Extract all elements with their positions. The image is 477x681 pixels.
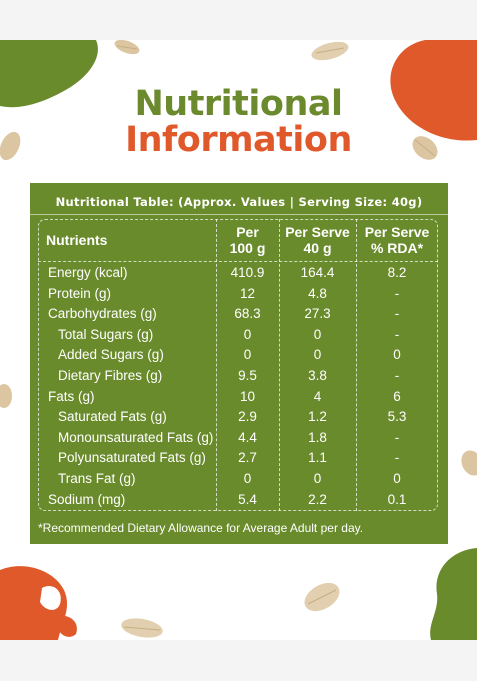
value-rda: 0 [393,471,401,486]
value-per-100g: 12 [239,285,256,301]
col-header-per-serve-l1: Per Serve [285,224,350,240]
value-per-serve: 4.8 [308,285,327,301]
nutrient-name: Monounsaturated Fats (g) [58,429,214,445]
value-rda: 6 [393,388,401,404]
orange-blob-top-right [390,40,477,141]
value-rda: 0.1 [387,491,407,507]
value-per-100g: 2.7 [238,450,257,466]
value-per-serve: 3.8 [308,368,327,383]
value-per-100g: 0 [243,347,252,363]
title-line-1: Nutritional [134,84,343,124]
value-per-100g: 68.3 [234,306,261,322]
col-header-rda-l1: Per Serve [364,224,430,240]
value-per-100g: 410.9 [230,265,265,280]
top-band [0,0,477,40]
value-rda: 0 [393,347,401,363]
value-per-serve: 1.8 [308,429,327,445]
oat-flake-icon [304,582,340,612]
value-per-serve: 0 [313,471,322,486]
value-rda: - [394,285,400,301]
col-header-rda-l2: % RDA* [370,240,424,256]
value-per-100g: 0 [243,471,252,486]
oat-flake-icon [114,39,140,55]
value-rda: - [394,306,400,322]
value-per-serve: 1.1 [308,450,327,466]
heading-divider [30,214,448,215]
nutrient-name: Carbohydrates (g) [48,306,157,322]
value-per-100g: 9.5 [238,368,257,383]
nutrient-name: Saturated Fats (g) [58,409,167,425]
value-per-100g: 4.4 [238,429,257,445]
bottom-band [0,640,477,681]
oat-flake-icon [311,41,349,61]
title-line-2: Information [125,120,352,160]
column-divider [216,219,217,511]
value-per-serve: 4 [313,388,322,404]
col-header-per-100g-l1: Per [236,224,259,240]
green-blob-bottom-right [430,548,477,640]
value-per-serve: 164.4 [300,265,335,280]
oat-flake-icon [461,450,477,476]
nutrition-table-panel: Nutritional Table: (Approx. Values | Ser… [30,183,448,544]
value-rda: 5.3 [387,409,407,425]
oat-flake-icon [0,131,21,161]
nutrient-name: Energy (kcal) [48,265,128,280]
nutrient-name: Sodium (mg) [48,491,126,507]
value-rda: 8.2 [387,265,407,280]
col-header-per-100g-l2: 100 g [229,240,266,256]
value-rda: - [394,450,400,466]
nutrient-name: Dietary Fibres (g) [58,368,163,383]
col-header-nutrients: Nutrients [46,232,108,248]
header-divider [38,261,438,262]
orange-blob-bottom-left [0,566,77,640]
nutrient-name: Fats (g) [48,388,95,404]
value-per-serve: 2.2 [308,491,327,507]
value-per-100g: 0 [243,326,252,342]
oat-flake-icon [121,618,163,638]
column-divider [279,219,280,511]
value-per-serve: 0 [313,347,322,363]
value-per-serve: 0 [313,326,322,342]
nutrient-name: Trans Fat (g) [58,471,136,486]
value-rda: - [394,368,400,383]
value-per-100g: 5.4 [238,491,257,507]
nutrient-name: Added Sugars (g) [58,347,164,363]
nutrient-name: Protein (g) [48,285,112,301]
column-divider [356,219,357,511]
nutrient-name: Polyunsaturated Fats (g) [58,450,206,466]
value-rda: - [394,326,400,342]
value-rda: - [394,429,400,445]
value-per-serve: 1.2 [308,409,327,425]
footnote: *Recommended Dietary Allowance for Avera… [38,521,364,535]
green-blob-top-left [0,40,98,108]
value-per-100g: 2.9 [238,409,257,425]
table-frame [38,219,438,511]
col-header-per-serve-l2: 40 g [303,240,332,256]
oat-flake-icon [0,384,12,408]
oat-flake-icon [412,136,438,160]
table-heading: Nutritional Table: (Approx. Values | Ser… [55,195,423,209]
value-per-serve: 27.3 [304,306,331,322]
value-per-100g: 10 [239,388,256,404]
nutrient-name: Total Sugars (g) [58,326,154,342]
